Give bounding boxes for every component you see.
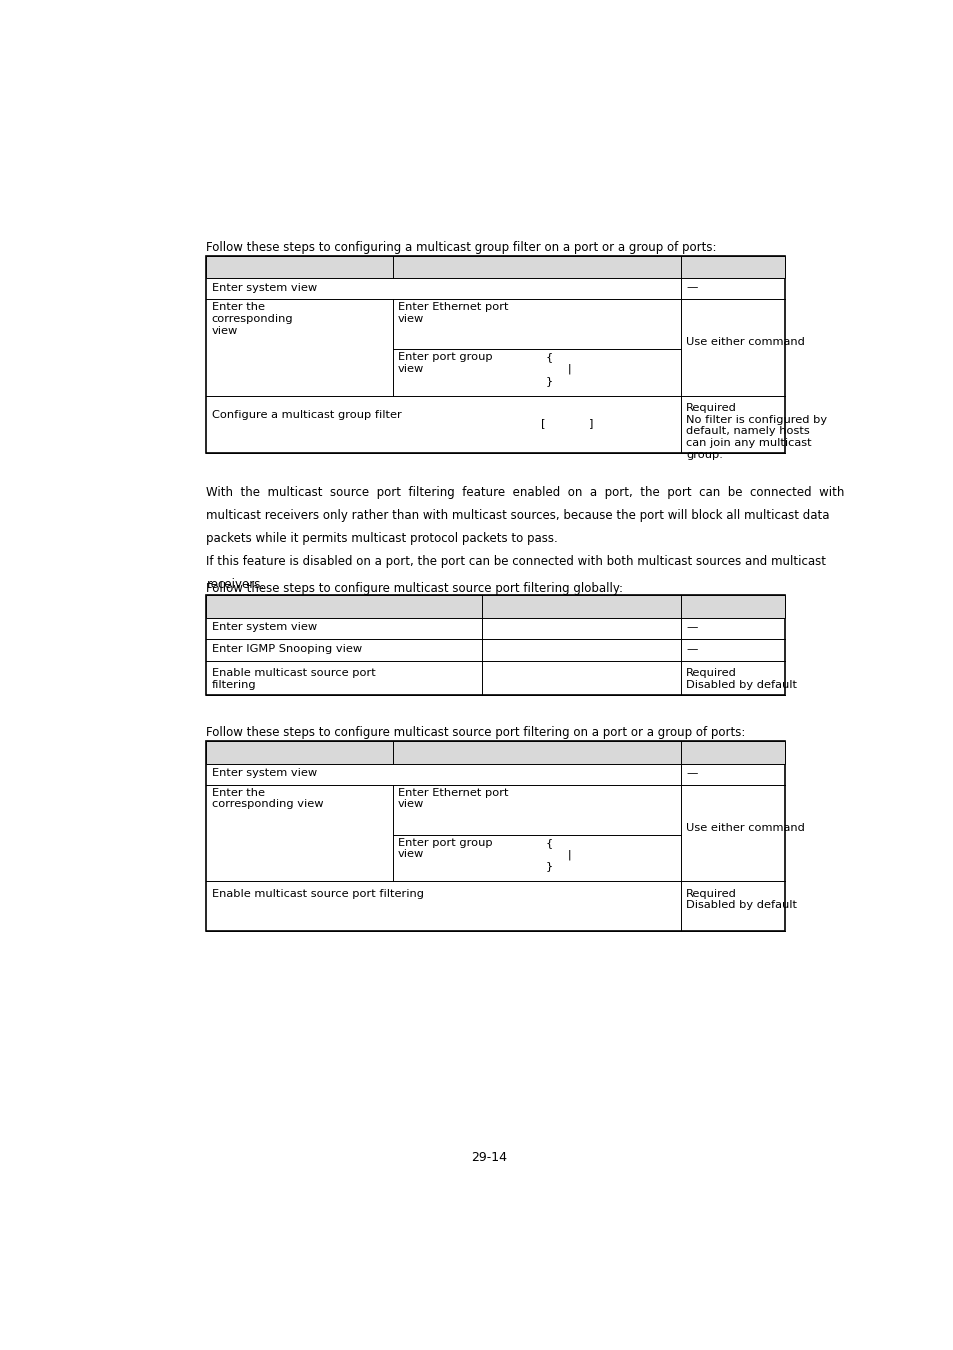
Bar <box>206 595 783 695</box>
Text: Enter Ethernet port
view: Enter Ethernet port view <box>397 302 508 324</box>
Text: Follow these steps to configuring a multicast group filter on a port or a group : Follow these steps to configuring a mult… <box>206 242 717 254</box>
Text: Enable multicast source port filtering: Enable multicast source port filtering <box>212 888 423 899</box>
Text: —: — <box>685 622 697 633</box>
Text: Enter the
corresponding view: Enter the corresponding view <box>212 788 323 810</box>
Text: Required
No filter is configured by
default, namely hosts
can join any multicast: Required No filter is configured by defa… <box>685 404 826 459</box>
Bar <box>206 255 783 454</box>
Text: Enter the
corresponding
view: Enter the corresponding view <box>212 302 293 336</box>
Text: If this feature is disabled on a port, the port can be connected with both multi: If this feature is disabled on a port, t… <box>206 555 825 568</box>
Text: Follow these steps to configure multicast source port filtering globally:: Follow these steps to configure multicas… <box>206 582 623 595</box>
Text: packets while it permits multicast protocol packets to pass.: packets while it permits multicast proto… <box>206 532 558 545</box>
Text: 29-14: 29-14 <box>471 1152 506 1164</box>
Text: Follow these steps to configure multicast source port filtering on a port or a g: Follow these steps to configure multicas… <box>206 726 745 740</box>
Bar <box>206 741 783 932</box>
Text: —: — <box>685 644 697 653</box>
Text: {
      |
}: { | } <box>545 837 571 871</box>
Bar <box>206 741 783 764</box>
Text: Enter system view: Enter system view <box>212 622 316 633</box>
Text: {
      |
}: { | } <box>545 352 571 386</box>
Text: —: — <box>685 282 697 293</box>
Text: Enter Ethernet port
view: Enter Ethernet port view <box>397 788 508 810</box>
Text: [            ]: [ ] <box>540 418 593 428</box>
Text: Required
Disabled by default: Required Disabled by default <box>685 888 797 910</box>
Text: Enter port group
view: Enter port group view <box>397 837 492 860</box>
Text: Configure a multicast group filter: Configure a multicast group filter <box>212 410 401 420</box>
Text: Required
Disabled by default: Required Disabled by default <box>685 668 797 690</box>
Bar <box>206 255 783 278</box>
Text: Enter system view: Enter system view <box>212 282 316 293</box>
Text: Enable multicast source port
filtering: Enable multicast source port filtering <box>212 668 375 690</box>
Text: Enter IGMP Snooping view: Enter IGMP Snooping view <box>212 644 361 653</box>
Text: Enter system view: Enter system view <box>212 768 316 778</box>
Text: —: — <box>685 768 697 778</box>
Bar <box>206 595 783 618</box>
Text: Use either command: Use either command <box>685 822 804 833</box>
Text: multicast receivers only rather than with multicast sources, because the port wi: multicast receivers only rather than wit… <box>206 509 829 522</box>
Text: receivers.: receivers. <box>206 578 264 591</box>
Text: Use either command: Use either command <box>685 338 804 347</box>
Text: Enter port group
view: Enter port group view <box>397 352 492 374</box>
Text: With  the  multicast  source  port  filtering  feature  enabled  on  a  port,  t: With the multicast source port filtering… <box>206 486 844 500</box>
